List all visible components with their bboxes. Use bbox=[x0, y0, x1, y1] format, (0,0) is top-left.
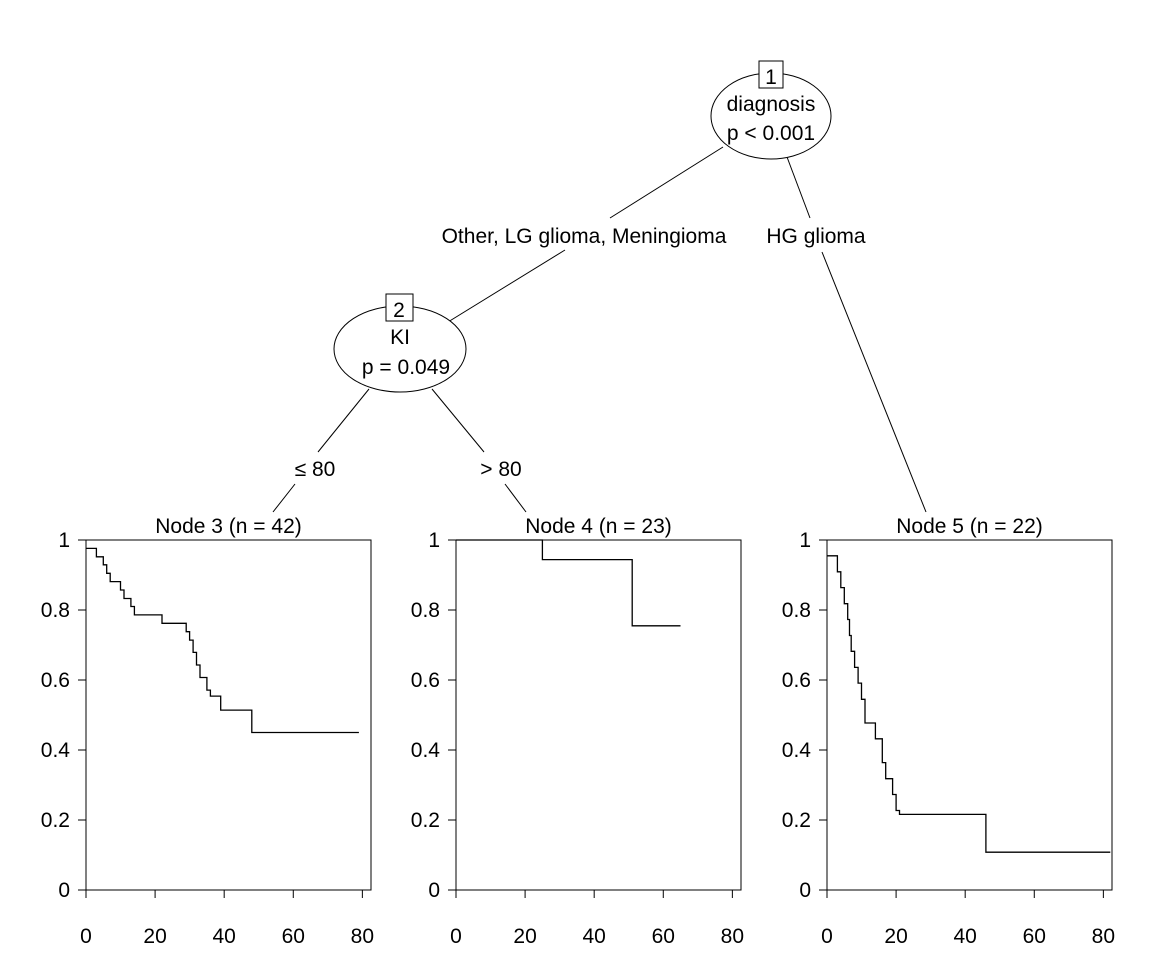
node-id-box bbox=[385, 293, 414, 322]
inner-node-2: 2 KI p = 0.049 bbox=[333, 293, 467, 393]
x-tick-label: 40 bbox=[213, 925, 236, 948]
edge-2-to-3 bbox=[272, 483, 296, 513]
x-tick-label: 80 bbox=[351, 925, 374, 948]
panel-title: Node 5 (n = 22) bbox=[896, 515, 1043, 538]
y-tick-label: 0 bbox=[428, 879, 440, 902]
x-tick-label: 60 bbox=[282, 925, 305, 948]
node-pvalue: p < 0.001 bbox=[727, 122, 815, 145]
x-tick-label: 40 bbox=[583, 925, 606, 948]
edge-1-to-2 bbox=[609, 146, 724, 219]
x-tick-label: 60 bbox=[1023, 925, 1046, 948]
panel-title: Node 4 (n = 23) bbox=[525, 515, 672, 538]
x-tick-label: 0 bbox=[450, 925, 462, 948]
plot-frame bbox=[85, 539, 372, 891]
y-tick-label: 1 bbox=[428, 529, 440, 552]
y-tick-label: 0.6 bbox=[411, 669, 440, 692]
x-tick-label: 60 bbox=[652, 925, 675, 948]
plot-frame bbox=[826, 539, 1113, 891]
y-tick-label: 0.2 bbox=[782, 809, 811, 832]
terminal-node-3-survival-plot: Node 3 (n = 42) 0 0.2 0.4 0.6 0.8 1 0 20 40 60 80 bbox=[41, 515, 374, 948]
y-tick-label: 0 bbox=[799, 879, 811, 902]
edge-1-to-5 bbox=[786, 156, 811, 219]
survival-curve bbox=[86, 547, 359, 734]
x-tick-label: 80 bbox=[721, 925, 744, 948]
edge-label-left-of-node-1: Other, LG glioma, Meningioma bbox=[442, 225, 727, 248]
edge-2-to-4 bbox=[431, 388, 485, 453]
node-id-box bbox=[758, 60, 784, 89]
survival-curve bbox=[456, 539, 681, 627]
y-tick-label: 0.6 bbox=[41, 669, 70, 692]
node-id: 1 bbox=[765, 66, 777, 89]
edge-label-left-of-node-2: ≤ 80 bbox=[295, 458, 336, 481]
survival-curve bbox=[827, 555, 1111, 853]
node-id: 2 bbox=[393, 299, 405, 322]
y-tick-label: 0.8 bbox=[411, 599, 440, 622]
y-tick-label: 0.8 bbox=[41, 599, 70, 622]
node-variable: diagnosis bbox=[727, 93, 816, 116]
edge-1-to-2 bbox=[447, 249, 566, 323]
y-tick-label: 0.4 bbox=[782, 739, 812, 762]
panel-title: Node 3 (n = 42) bbox=[155, 515, 302, 538]
y-tick-label: 0.4 bbox=[411, 739, 441, 762]
y-tick-label: 0 bbox=[58, 879, 70, 902]
y-tick-label: 0.2 bbox=[41, 809, 70, 832]
terminal-node-4-survival-plot: Node 4 (n = 23) 0 0.2 0.4 0.6 0.8 1 0 20 40 60 80 bbox=[411, 515, 744, 948]
node-pvalue: p = 0.049 bbox=[362, 356, 450, 379]
x-tick-label: 20 bbox=[884, 925, 907, 948]
terminal-node-5-survival-plot: Node 5 (n = 22) 0 0.2 0.4 0.6 0.8 1 0 20 40 60 80 bbox=[782, 515, 1115, 948]
edge-1-to-5 bbox=[821, 251, 927, 513]
edge-label-right-of-node-1: HG glioma bbox=[766, 225, 866, 248]
x-tick-label: 40 bbox=[954, 925, 977, 948]
x-tick-label: 20 bbox=[513, 925, 536, 948]
inner-node-1: 1 diagnosis p < 0.001 bbox=[710, 60, 832, 160]
edge-2-to-4 bbox=[504, 483, 527, 513]
edge-2-to-3 bbox=[317, 388, 370, 453]
node-variable: KI bbox=[390, 326, 410, 349]
y-tick-label: 0.8 bbox=[782, 599, 811, 622]
edge-label-right-of-node-2: > 80 bbox=[480, 458, 521, 481]
y-tick-label: 0.4 bbox=[41, 739, 71, 762]
y-tick-label: 0.2 bbox=[411, 809, 440, 832]
y-tick-label: 1 bbox=[58, 529, 70, 552]
y-tick-label: 1 bbox=[799, 529, 811, 552]
y-tick-label: 0.6 bbox=[782, 669, 811, 692]
x-tick-label: 80 bbox=[1092, 925, 1115, 948]
x-tick-label: 20 bbox=[143, 925, 166, 948]
x-tick-label: 0 bbox=[821, 925, 833, 948]
plot-frame bbox=[455, 539, 742, 891]
x-tick-label: 0 bbox=[80, 925, 92, 948]
